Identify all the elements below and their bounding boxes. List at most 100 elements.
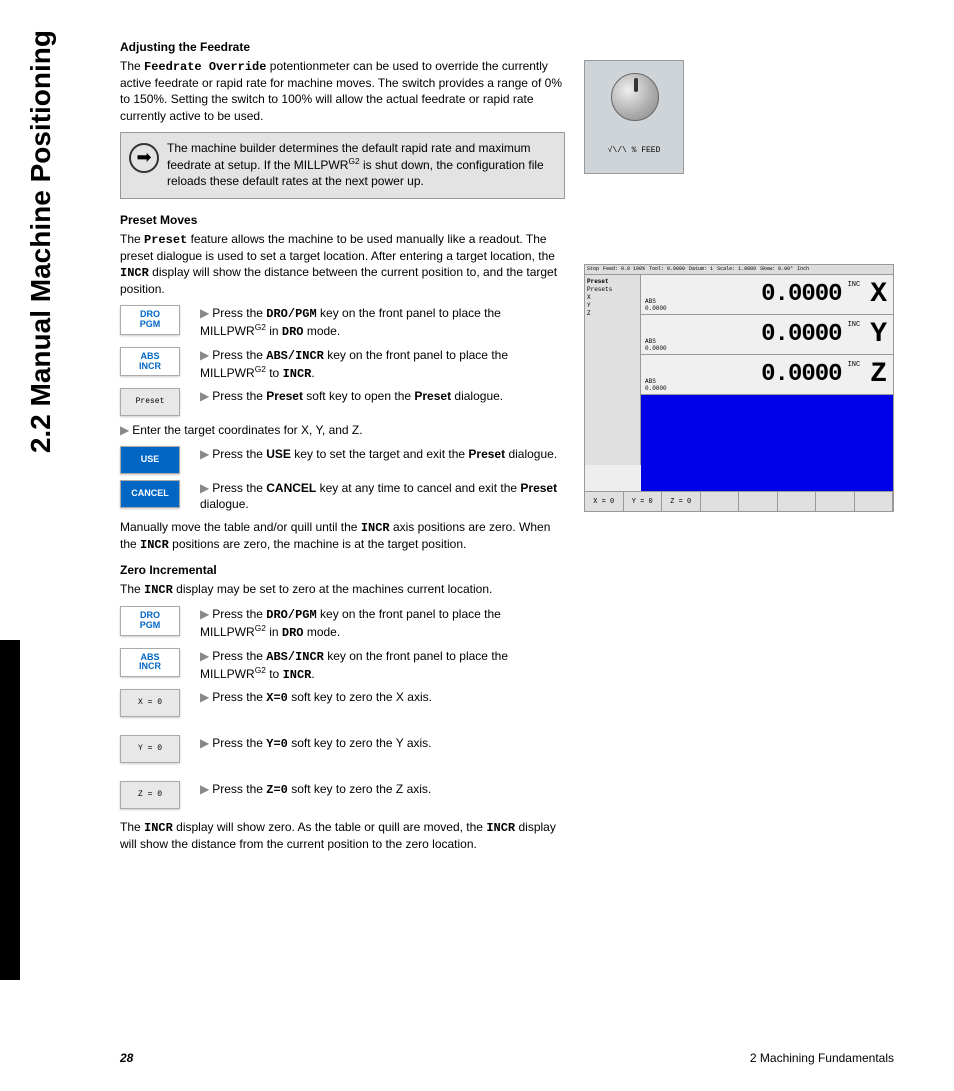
softkey-x0: X = 0 [585, 492, 624, 511]
t: The [120, 232, 144, 246]
t: Presets [587, 286, 638, 293]
step-row: X = 0 ▶Press the X=0 soft key to zero th… [120, 689, 565, 717]
dro-screenshot: Stop Feed: 0.0 100% Tool: 0.0000 Datum: … [584, 264, 894, 512]
t: ABS [645, 338, 656, 345]
t: INC [848, 361, 861, 369]
t: Y [587, 302, 638, 309]
arrow-icon: ➡ [129, 143, 159, 173]
t: mode. [304, 625, 341, 639]
t: INCR [120, 266, 149, 280]
t: The [120, 820, 144, 834]
t: CANCEL [131, 489, 169, 499]
t: Press the [212, 481, 266, 495]
t: key at any time to cancel and exit the [316, 481, 520, 495]
step-text: ▶Press the USE key to set the target and… [200, 446, 565, 462]
t: DRO [282, 325, 304, 339]
t: PGM [140, 320, 161, 330]
z-value: 0.0000 [761, 361, 841, 388]
softkey-empty [816, 492, 855, 511]
abs-incr-key: ABSINCR [120, 648, 180, 678]
t: Feed: 0.0 100% [603, 266, 645, 273]
t: Manually move the table and/or quill unt… [120, 520, 361, 534]
t: Press the [212, 607, 266, 621]
t: . [311, 366, 314, 380]
t: X [587, 294, 638, 301]
arrow-icon: ▶ [200, 690, 209, 704]
step-row: USE ▶Press the USE key to set the target… [120, 446, 565, 474]
t: X=0 [266, 691, 288, 705]
t: INCR [140, 538, 169, 552]
t: Preset [414, 389, 451, 403]
dro-readouts: ABS0.0000 0.0000 INC X ABS0.0000 0.0000 … [641, 275, 893, 395]
dro-pgm-key: DROPGM [120, 606, 180, 636]
t: in [266, 324, 282, 338]
use-key: USE [120, 446, 180, 474]
t: USE [141, 455, 160, 465]
t: ABS [645, 298, 656, 305]
t: ABS [645, 378, 656, 385]
feed-label: √\/\ % FEED [585, 146, 683, 155]
step-text: ▶Press the Z=0 soft key to zero the Z ax… [200, 781, 565, 798]
arrow-icon: ▶ [200, 649, 209, 663]
t: X = 0 [138, 699, 162, 708]
t: dialogue. [451, 389, 503, 403]
t: PGM [140, 621, 161, 631]
chapter-title: 2 Machining Fundamentals [750, 1051, 894, 1065]
note-box: ➡ The machine builder determines the def… [120, 132, 565, 199]
step-row: ABSINCR ▶Press the ABS/INCR key on the f… [120, 347, 565, 382]
t: Feedrate Override [144, 60, 266, 74]
step-row: Z = 0 ▶Press the Z=0 soft key to zero th… [120, 781, 565, 809]
t: G2 [255, 623, 266, 633]
t: Z = 0 [138, 791, 162, 800]
abs-label: ABS0.0000 [645, 338, 667, 352]
t: G2 [255, 322, 266, 332]
t: to [266, 667, 283, 681]
t: Preset [520, 481, 557, 495]
step-text: ▶Press the Preset soft key to open the P… [200, 388, 565, 404]
t: DRO [282, 626, 304, 640]
t: The [120, 59, 144, 73]
t: Inch [797, 266, 809, 273]
x-value: 0.0000 [761, 281, 841, 308]
t: display will show the distance between t… [120, 265, 557, 296]
arrow-icon: ▶ [200, 389, 209, 403]
t: Tool: 0.0000 [649, 266, 685, 273]
t: INCR [144, 583, 173, 597]
t: INC [848, 321, 861, 329]
step-row: CANCEL ▶Press the CANCEL key at any time… [120, 480, 565, 512]
t: INCR [283, 367, 312, 381]
t: G2 [255, 364, 266, 374]
abs-label: ABS0.0000 [645, 298, 667, 312]
softkey-empty [778, 492, 817, 511]
heading-feedrate: Adjusting the Feedrate [120, 40, 565, 54]
t: Press the [212, 447, 266, 461]
t: Z=0 [266, 783, 288, 797]
dro-y-row: ABS0.0000 0.0000 INC Y [641, 315, 893, 355]
knob-icon [611, 73, 659, 121]
t: G2 [255, 665, 266, 675]
t: . [311, 667, 314, 681]
step-text: ▶Press the ABS/INCR key on the front pan… [200, 347, 565, 382]
step-text: ▶Press the ABS/INCR key on the front pan… [200, 648, 565, 683]
t: Preset [266, 389, 303, 403]
zero-para2: The INCR display will show zero. As the … [120, 819, 565, 852]
t: Preset [136, 398, 165, 407]
arrow-icon: ▶ [200, 447, 209, 461]
dro-sidebar: Preset Presets X Y Z [585, 275, 641, 465]
t: in [266, 625, 282, 639]
t: INCR [144, 821, 173, 835]
t: ABS/INCR [266, 650, 324, 664]
zero-para: The INCR display may be set to zero at t… [120, 581, 565, 598]
t: ABS/INCR [266, 349, 324, 363]
arrow-icon: ▶ [200, 607, 209, 621]
t: G2 [348, 156, 359, 166]
abs-incr-key: ABSINCR [120, 347, 180, 377]
x0-softkey: X = 0 [120, 689, 180, 717]
t: to [266, 366, 283, 380]
step-row: ABSINCR ▶Press the ABS/INCR key on the f… [120, 648, 565, 683]
t: Datum: 1 [689, 266, 713, 273]
t: soft key to zero the Y axis. [288, 736, 432, 750]
t: mode. [304, 324, 341, 338]
t: Y = 0 [138, 745, 162, 754]
preset-para2: Manually move the table and/or quill unt… [120, 519, 565, 553]
